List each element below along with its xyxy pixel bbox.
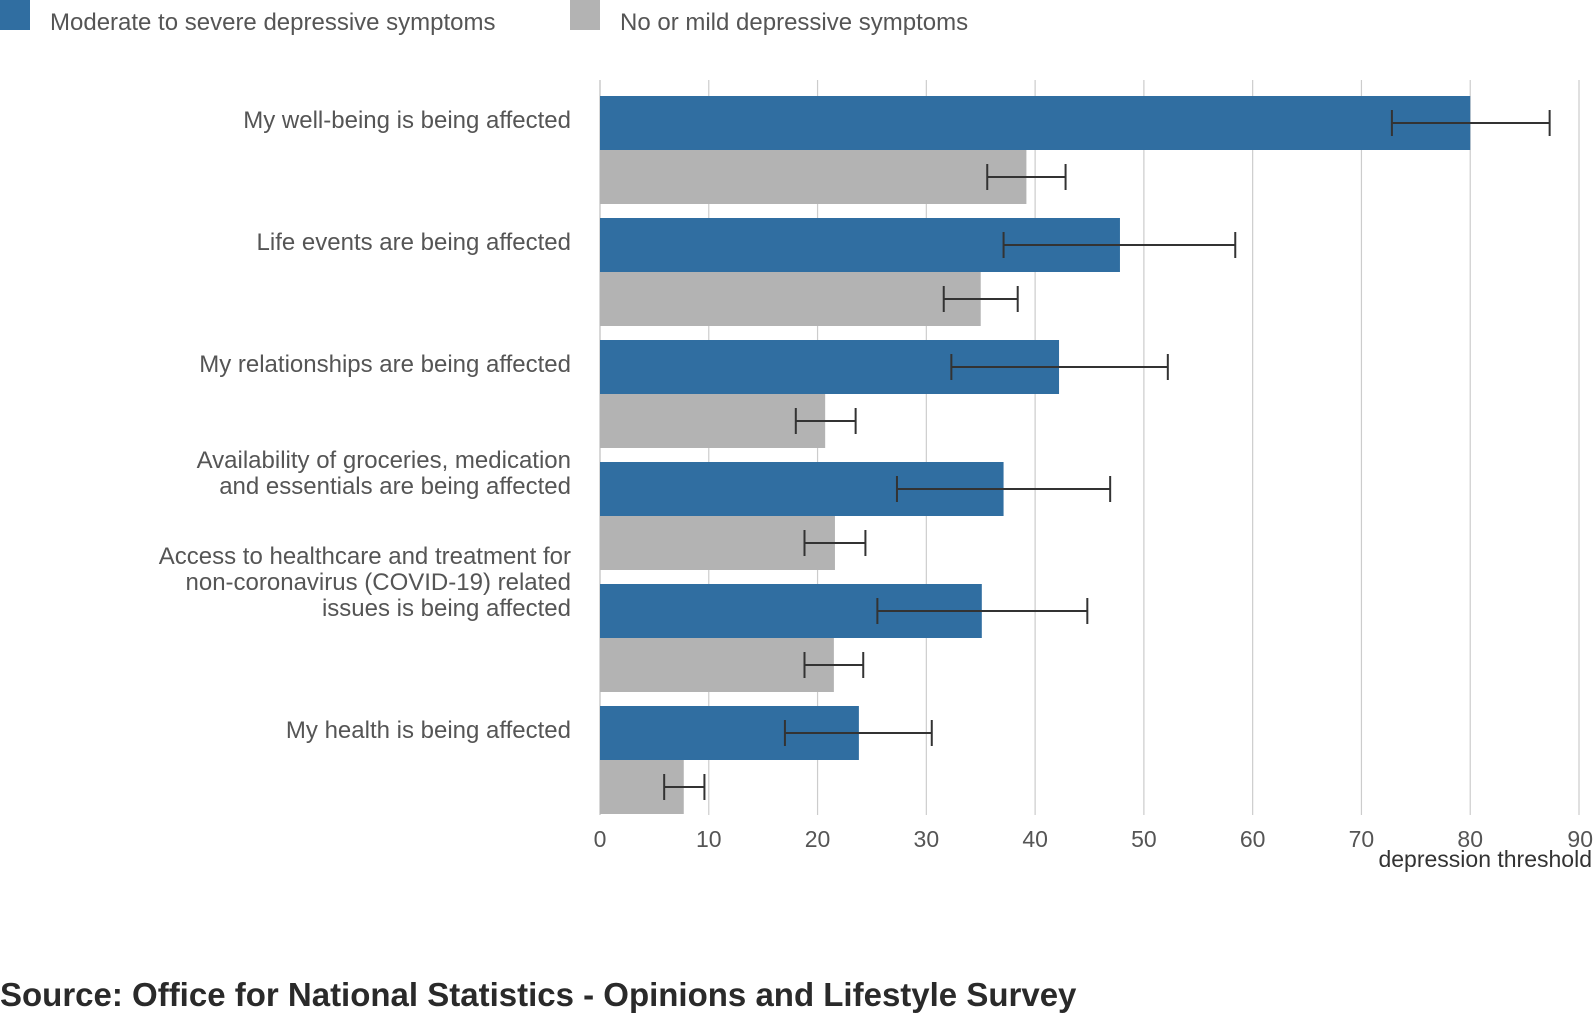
error-bar-mild-2 [794, 408, 857, 434]
category-label-line: and essentials are being affected [219, 473, 571, 500]
error-bar-moderate-1 [1002, 232, 1237, 258]
error-bars [663, 110, 1551, 800]
category-label-line: issues is being affected [322, 595, 571, 622]
x-tick-label-30: 30 [914, 826, 940, 852]
legend-label-mild: No or mild depressive symptoms [620, 9, 968, 36]
x-axis-label: depression threshold [1378, 846, 1592, 872]
x-tick-label-70: 70 [1349, 826, 1375, 852]
bar-mild-0 [600, 150, 1027, 204]
category-label-1: Life events are being affected [257, 229, 571, 256]
error-bar-moderate-3 [895, 476, 1112, 502]
legend-swatch-mild [570, 0, 600, 30]
legend-swatch-moderate [0, 0, 30, 30]
x-tick-label-90: 90 [1567, 826, 1593, 852]
error-bar-moderate-4 [876, 598, 1089, 624]
error-bar-moderate-0 [1390, 110, 1551, 136]
x-tick-label-10: 10 [696, 826, 722, 852]
category-label-line: My relationships are being affected [199, 351, 571, 378]
error-bar-moderate-5 [783, 720, 933, 746]
category-label-0: My well-being is being affected [243, 107, 571, 134]
x-tick-label-80: 80 [1457, 826, 1483, 852]
x-tick-label-50: 50 [1131, 826, 1157, 852]
error-bar-mild-4 [803, 652, 865, 678]
x-tick-label-40: 40 [1022, 826, 1048, 852]
bar-mild-1 [600, 272, 981, 326]
error-bar-mild-1 [942, 286, 1019, 312]
legend-label-moderate: Moderate to severe depressive symptoms [50, 9, 496, 36]
category-label-line: Life events are being affected [257, 229, 571, 256]
legend: Moderate to severe depressive symptoms N… [0, 0, 968, 36]
category-label-5: My health is being affected [286, 717, 571, 744]
x-axis-ticks: 0 10 20 30 40 50 60 70 80 90 [594, 826, 1593, 852]
category-label-line: Access to healthcare and treatment for [159, 543, 571, 570]
bar-mild-4 [600, 638, 834, 692]
source-note: Source: Office for National Statistics -… [0, 976, 1077, 1013]
category-label-line: My well-being is being affected [243, 107, 571, 134]
bar-mild-2 [600, 394, 826, 448]
error-bar-mild-3 [803, 530, 867, 556]
bar-moderate-0 [600, 96, 1471, 150]
category-label-3: Availability of groceries, medication and… [197, 447, 571, 500]
error-bar-mild-5 [663, 774, 706, 800]
bar-mild-3 [600, 516, 835, 570]
category-label-line: non-coronavirus (COVID-19) related [186, 569, 572, 596]
x-tick-label-20: 20 [805, 826, 831, 852]
category-label-line: Availability of groceries, medication [197, 447, 571, 474]
x-tick-label-60: 60 [1240, 826, 1266, 852]
category-label-2: My relationships are being affected [199, 351, 571, 378]
category-label-4: Access to healthcare and treatment for no… [159, 543, 571, 622]
x-tick-label-0: 0 [594, 826, 607, 852]
error-bar-mild-0 [986, 164, 1067, 190]
category-labels: My well-being is being affected Life even… [159, 107, 571, 744]
error-bar-moderate-2 [950, 354, 1169, 380]
category-label-line: My health is being affected [286, 717, 571, 744]
